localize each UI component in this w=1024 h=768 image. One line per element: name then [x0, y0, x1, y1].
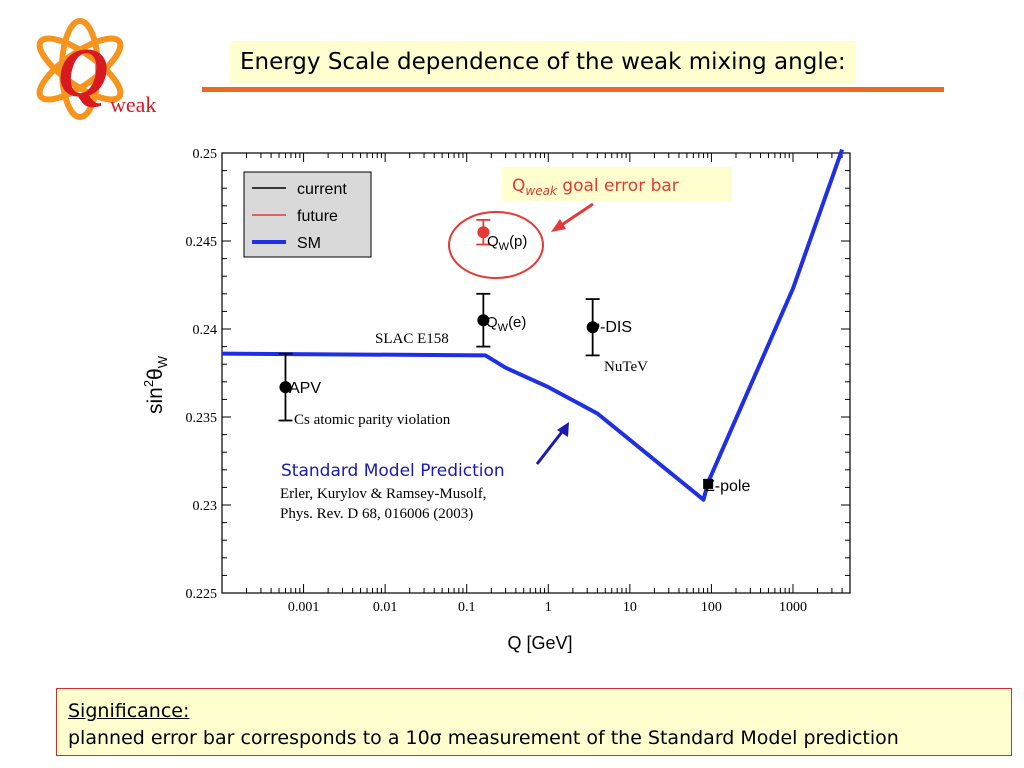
significance-heading: Significance:	[68, 700, 190, 722]
title-underline	[202, 87, 944, 92]
y-axis-sup: 2	[141, 380, 156, 387]
y-tick-label: 0.235	[186, 411, 218, 426]
apv-point	[279, 381, 292, 394]
axis-ticks: 0.225 0.23 0.235 0.24 0.245 0.25 0.001 0.01 0.1 1…	[186, 147, 850, 615]
goal-arrowhead-icon	[551, 219, 566, 232]
atom-icon	[36, 18, 124, 120]
zpole-label: Z-pole	[705, 478, 750, 495]
y-tick-label: 0.225	[186, 587, 218, 602]
nudis-label: ν-DIS	[592, 319, 632, 336]
goal-annotation-text: Qweak goal error bar	[512, 176, 679, 198]
nutev-note: NuTeV	[604, 359, 648, 375]
qwp-label-main: Q	[487, 233, 499, 250]
logo-word: weak	[110, 92, 156, 117]
sm-arrowhead-icon	[557, 422, 569, 437]
qwp-label: QW(p)	[487, 233, 527, 253]
data-points	[278, 218, 714, 489]
logo-letter: Q	[58, 35, 109, 112]
nudis-point	[586, 321, 599, 334]
slac-note: SLAC E158	[375, 331, 449, 347]
x-tick-label: 0.001	[288, 600, 320, 615]
goal-annotation-box	[502, 167, 732, 201]
qwp-label-sub: W	[499, 241, 510, 253]
legend-label: future	[297, 208, 338, 225]
slide-title: Energy Scale dependence of the weak mixi…	[230, 41, 856, 83]
qwp-highlight-ellipse	[448, 211, 544, 279]
y-axis-theta: θ	[144, 368, 167, 380]
qwp-label-tail: (p)	[509, 233, 527, 250]
sm-curve	[221, 148, 844, 502]
x-tick-label: 100	[701, 600, 722, 615]
y-tick-label: 0.25	[193, 147, 218, 162]
y-axis-title: sin2θW	[141, 355, 170, 414]
sm-curve-layer	[221, 148, 844, 502]
legend: current future SM	[243, 171, 372, 258]
goal-sub: weak	[525, 184, 558, 198]
qweak-logo: Q weak	[36, 18, 156, 120]
sm-ref-line1: Erler, Kurylov & Ramsey-Musolf,	[280, 486, 486, 502]
qwe-label-main: Q	[486, 314, 498, 331]
sm-heading: Standard Model Prediction	[281, 461, 505, 481]
x-tick-label: 10	[623, 600, 637, 615]
goal-tail: goal error bar	[557, 176, 679, 196]
y-tick-label: 0.24	[193, 323, 218, 338]
qwe-label-sub: W	[498, 322, 509, 334]
x-tick-label: 0.1	[458, 600, 476, 615]
sm-arrow-icon	[535, 427, 567, 465]
y-tick-label: 0.23	[193, 499, 218, 514]
significance-box: Significance: planned error bar correspo…	[56, 688, 1012, 756]
legend-label: SM	[297, 235, 321, 252]
qwe-point	[477, 314, 490, 327]
x-tick-label: 1	[545, 600, 552, 615]
qwe-label: QW(e)	[486, 314, 526, 334]
apv-label: APV	[289, 380, 321, 397]
qwe-label-tail: (e)	[508, 314, 526, 331]
apv-note: Cs atomic parity violation	[294, 412, 451, 428]
x-tick-label: 0.01	[373, 600, 398, 615]
x-tick-label: 1000	[779, 600, 807, 615]
qwp-point	[477, 226, 490, 239]
zpole-point	[703, 478, 714, 489]
y-tick-label: 0.245	[186, 235, 218, 250]
y-axis-sin: sin	[144, 387, 167, 414]
slide-title-text: Energy Scale dependence of the weak mixi…	[240, 49, 846, 75]
x-axis-title: Q [GeV]	[507, 633, 572, 653]
y-axis-sub: W	[155, 355, 170, 368]
legend-label: current	[297, 181, 347, 198]
significance-text: planned error bar corresponds to a 10σ m…	[68, 727, 899, 749]
sm-ref-line2: Phys. Rev. D 68, 016006 (2003)	[280, 506, 473, 522]
goal-main: Q	[512, 176, 525, 196]
